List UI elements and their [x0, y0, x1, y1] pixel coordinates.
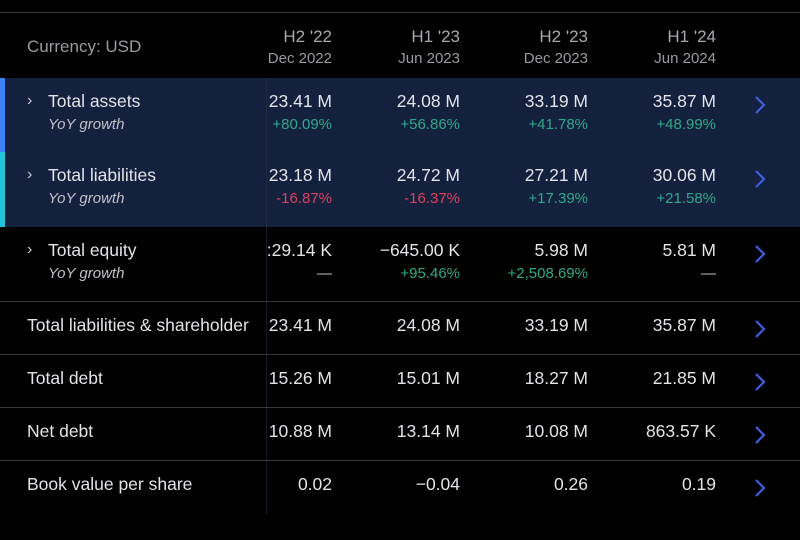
value-cell: 23.18 M	[268, 165, 332, 185]
value-cell: 33.19 M	[524, 91, 588, 111]
value-cell: 15.26 M	[268, 368, 332, 388]
chevron-right-icon[interactable]	[752, 94, 768, 116]
expand-chevron-icon[interactable]: ›	[27, 241, 33, 258]
table-row-total-debt[interactable]: Total debt 15.26 M 15.01 M 18.27 M 21.85…	[0, 355, 800, 408]
table-row-book-value-per-share[interactable]: Book value per share 0.02 −0.04 0.26 0.1…	[0, 461, 800, 514]
chevron-right-icon[interactable]	[752, 477, 768, 499]
chevron-right-icon[interactable]	[752, 243, 768, 265]
metric-label: Total equity	[48, 240, 137, 260]
table-row-net-debt[interactable]: Net debt 10.88 M 13.14 M 10.08 M 863.57 …	[0, 408, 800, 461]
growth-cell: +2,508.69%	[507, 265, 589, 282]
table-header: Currency: USD H2 '22 Dec 2022 H1 '23 Jun…	[0, 13, 800, 78]
growth-cell: +41.78%	[528, 116, 588, 133]
expand-chevron-icon[interactable]: ›	[27, 92, 33, 109]
value-cell: 5.81 M	[662, 240, 717, 260]
top-divider	[0, 12, 800, 13]
chevron-right-icon[interactable]	[752, 318, 768, 340]
value-cell: 23.41 M	[268, 91, 332, 111]
chevron-right-icon[interactable]	[752, 424, 768, 446]
column-header-h1-23: H1 '23 Jun 2023	[398, 27, 460, 67]
value-cell: :29.14 K	[266, 240, 332, 260]
value-cell: 27.21 M	[524, 165, 588, 185]
value-cell: 33.19 M	[524, 315, 588, 335]
metric-label: Total assets	[48, 91, 141, 111]
value-cell: 23.41 M	[268, 315, 332, 335]
column-header-h1-24: H1 '24 Jun 2024	[654, 27, 716, 67]
growth-cell: -16.87%	[276, 190, 332, 207]
chevron-right-icon[interactable]	[752, 168, 768, 190]
value-cell: 24.08 M	[396, 315, 460, 335]
value-cell: 15.01 M	[396, 368, 460, 388]
growth-cell: +48.99%	[656, 116, 716, 133]
growth-cell: +17.39%	[528, 190, 588, 207]
value-cell: 21.85 M	[652, 368, 716, 388]
assets-accent-bar	[0, 78, 5, 152]
yoy-growth-label: YoY growth	[48, 190, 125, 207]
yoy-growth-label: YoY growth	[48, 265, 125, 282]
value-cell: 10.88 M	[268, 421, 332, 441]
growth-cell: +80.09%	[272, 116, 332, 133]
table-row-total-equity[interactable]: › Total equity YoY growth :29.14 K −645.…	[0, 227, 800, 302]
value-cell: 24.08 M	[396, 91, 460, 111]
value-cell: 863.57 K	[645, 421, 716, 441]
sticky-column-divider	[266, 78, 267, 514]
chevron-right-icon[interactable]	[752, 371, 768, 393]
growth-cell: —	[317, 265, 332, 282]
column-header-h2-22: H2 '22 Dec 2022	[267, 27, 332, 67]
table-row-total-liabilities[interactable]: › Total liabilities YoY growth 23.18 M 2…	[0, 152, 800, 227]
value-cell: 24.72 M	[396, 165, 460, 185]
value-cell: 18.27 M	[524, 368, 588, 388]
metric-label: Net debt	[27, 421, 94, 441]
yoy-growth-label: YoY growth	[48, 116, 125, 133]
value-cell: −0.04	[415, 474, 460, 494]
table-row-total-liabilities-shareholder[interactable]: Total liabilities & shareholder 23.41 M …	[0, 302, 800, 355]
growth-cell: +21.58%	[656, 190, 716, 207]
table-row-total-assets[interactable]: › Total assets YoY growth 23.41 M 24.08 …	[0, 78, 800, 152]
metric-label: Total debt	[27, 368, 103, 388]
expand-chevron-icon[interactable]: ›	[27, 166, 33, 183]
value-cell: 10.08 M	[524, 421, 588, 441]
metric-label: Total liabilities & shareholder	[27, 315, 249, 335]
value-cell: −645.00 K	[379, 240, 460, 260]
value-cell: 0.26	[553, 474, 588, 494]
growth-cell: +56.86%	[400, 116, 460, 133]
value-cell: 5.98 M	[534, 240, 589, 260]
value-cell: 35.87 M	[652, 315, 716, 335]
currency-label: Currency: USD	[27, 37, 142, 56]
growth-cell: —	[701, 265, 716, 282]
metric-label: Book value per share	[27, 474, 193, 494]
growth-cell: +95.46%	[400, 265, 460, 282]
value-cell: 0.19	[681, 474, 716, 494]
metric-label: Total liabilities	[48, 165, 156, 185]
value-cell: 0.02	[297, 474, 332, 494]
growth-cell: -16.37%	[404, 190, 460, 207]
value-cell: 35.87 M	[652, 91, 716, 111]
value-cell: 30.06 M	[652, 165, 716, 185]
column-header-h2-23: H2 '23 Dec 2023	[523, 27, 588, 67]
liabilities-accent-bar	[0, 152, 5, 227]
value-cell: 13.14 M	[396, 421, 460, 441]
